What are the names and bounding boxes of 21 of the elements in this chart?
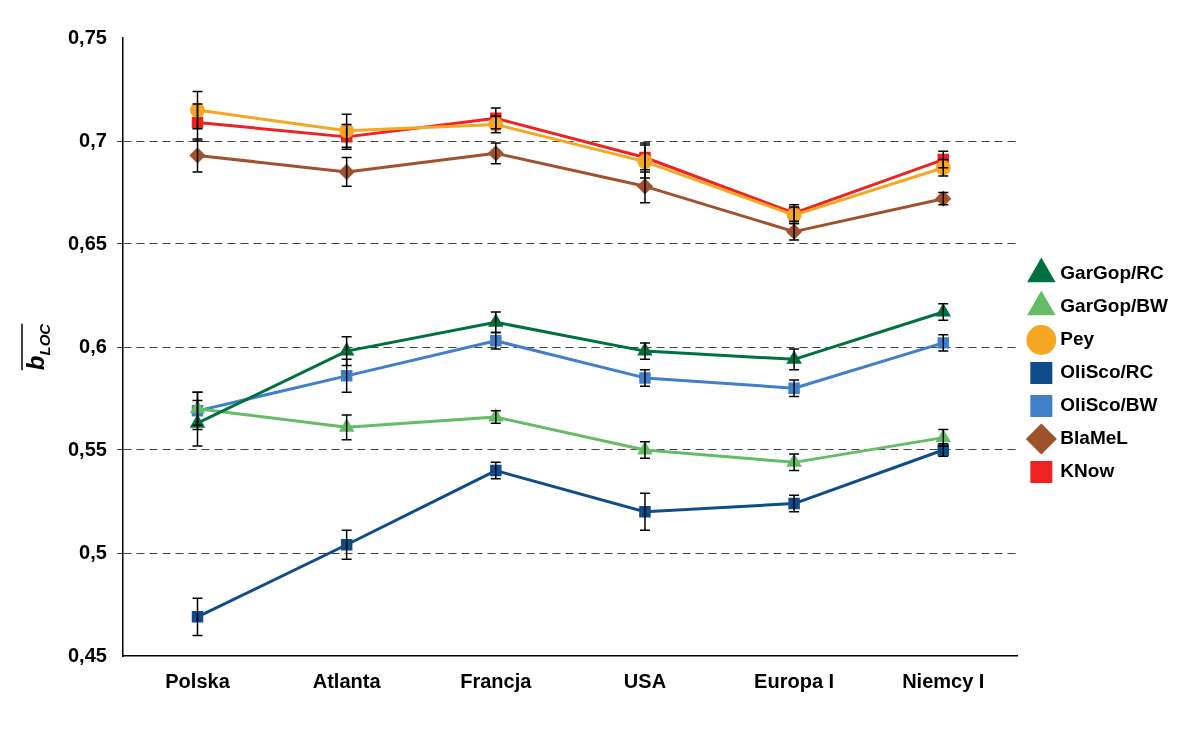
x-tick-label: Europa I [754,669,835,692]
x-tick-label: Atlanta [312,669,382,692]
x-tick-label: Polska [165,669,231,692]
y-tick-label: 0,7 [79,128,107,151]
y-tick-label: 0,75 [67,25,107,48]
legend-label: OliSco/RC [1060,361,1154,383]
y-tick-label: 0,65 [67,231,107,254]
legend-label: GarGop/BW [1060,295,1169,317]
y-axis-title: bLOC [22,322,53,371]
legend-label: KNow [1060,460,1115,482]
legend-label: BlaMeL [1060,427,1129,449]
y-tick-label: 0,6 [79,334,107,357]
y-tick-label: 0,55 [67,437,107,460]
legend-label: Pey [1060,328,1095,350]
y-tick-label: 0,5 [79,540,107,563]
x-tick-label: Francja [460,669,533,692]
x-tick-label: Niemcy I [902,669,985,692]
x-tick-label: USA [623,669,667,692]
legend-label: GarGop/RC [1060,262,1165,284]
legend-label: OliSco/BW [1060,394,1158,416]
y-tick-label: 0,45 [67,643,107,666]
